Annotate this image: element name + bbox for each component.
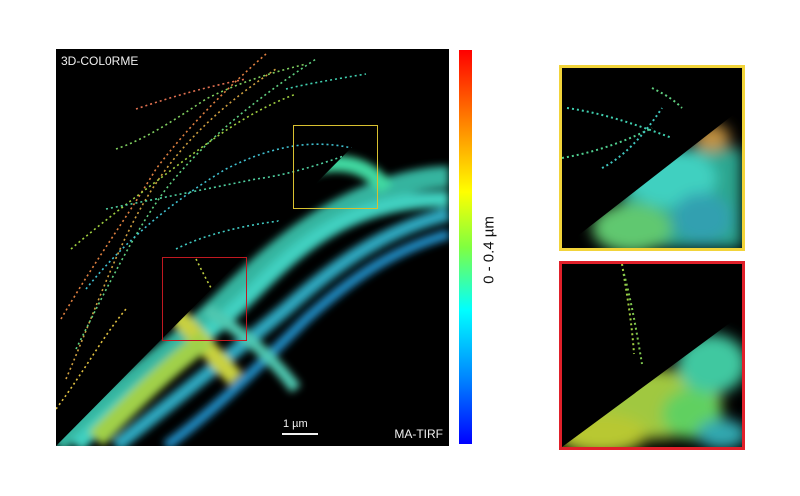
filament-image [56,53,449,446]
microscopy-main-image: 3D-COL0RME MA-TIRF 1 µm [56,49,449,446]
scale-bar [282,433,318,435]
inset-yellow-image [562,87,742,248]
zoom-region-red [162,257,247,341]
colorbar-label: 0 - 0.4 µm [480,216,498,284]
depth-colorbar [459,50,472,444]
method-label-top: 3D-COL0RME [61,54,139,68]
zoom-region-yellow [293,125,378,209]
method-label-bottom: MA-TIRF [394,427,443,441]
inset-yellow-zoom [559,65,745,251]
inset-red-zoom [559,261,745,450]
inset-red-image [562,264,742,447]
scale-bar-label: 1 µm [283,418,308,430]
